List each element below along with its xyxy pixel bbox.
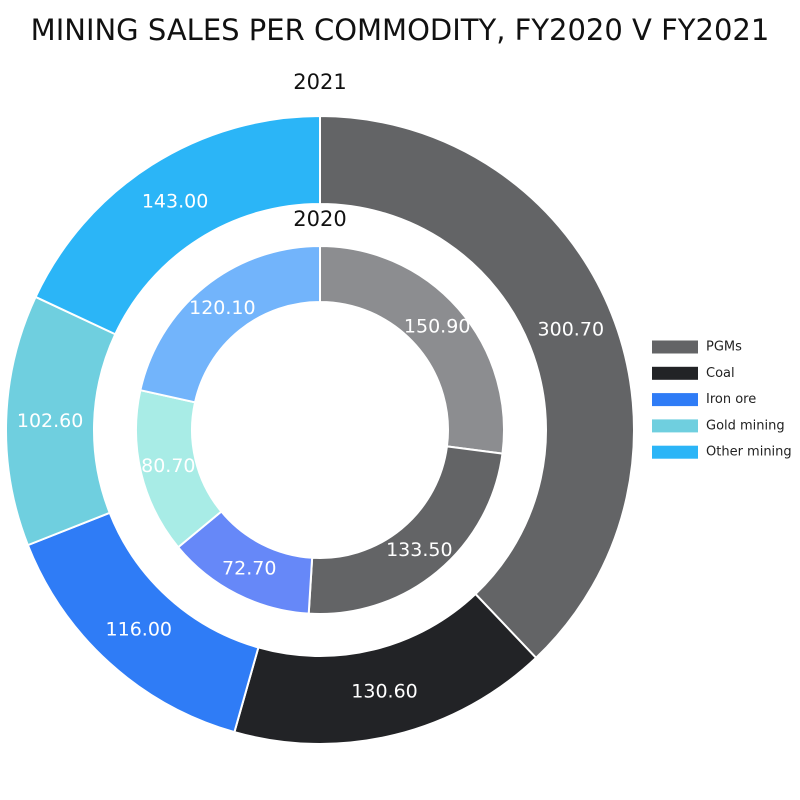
donut-slice xyxy=(139,244,321,404)
legend-label: Iron ore xyxy=(706,392,756,407)
data-label: 80.70 xyxy=(141,455,195,477)
donut-slice xyxy=(319,114,635,660)
legend-swatch xyxy=(652,366,698,380)
donut-slice xyxy=(233,592,538,745)
data-label: 143.00 xyxy=(142,191,208,213)
legend-label: Coal xyxy=(706,366,735,381)
data-label: 133.50 xyxy=(386,539,452,561)
data-label: 72.70 xyxy=(222,558,276,580)
data-label: 150.90 xyxy=(404,316,470,338)
legend-swatch xyxy=(652,445,698,459)
data-label: 102.60 xyxy=(17,410,83,432)
legend-label: Gold mining xyxy=(706,418,785,433)
legend-swatch xyxy=(652,419,698,433)
chart-title: MINING SALES PER COMMODITY, FY2020 V FY2… xyxy=(31,13,770,47)
ring-title: 2020 xyxy=(293,207,346,231)
data-label: 300.70 xyxy=(538,319,604,341)
legend-label: Other mining xyxy=(706,445,792,460)
data-label: 130.60 xyxy=(351,681,417,703)
data-label: 120.10 xyxy=(189,297,255,319)
legend-label: PGMs xyxy=(706,340,742,355)
donut-slice xyxy=(319,244,505,455)
donut-slice xyxy=(307,445,504,615)
ring-title: 2021 xyxy=(293,70,346,94)
legend-swatch xyxy=(652,340,698,354)
legend-swatch xyxy=(652,393,698,407)
data-label: 116.00 xyxy=(106,619,172,641)
donut-slice xyxy=(34,114,321,336)
